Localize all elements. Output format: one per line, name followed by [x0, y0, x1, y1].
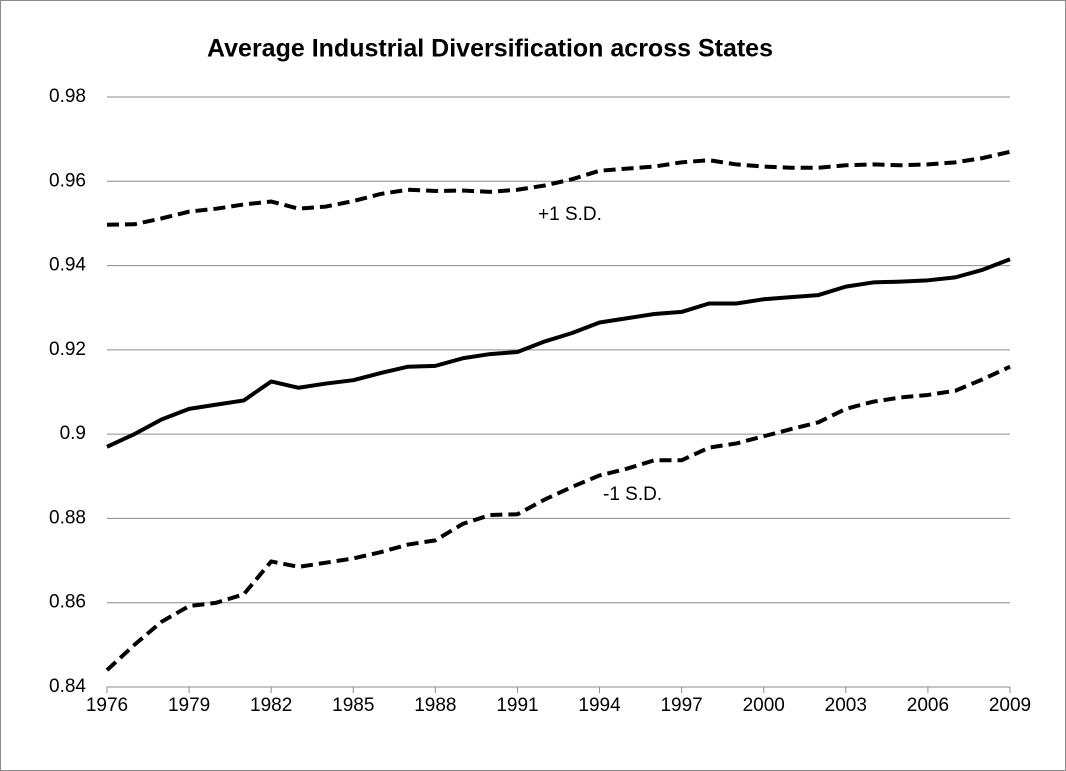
x-tick-label: 1991: [496, 695, 538, 716]
x-tick-label: 1985: [332, 695, 374, 716]
y-tick-label: 0.86: [49, 592, 86, 613]
series-line: [106, 257, 1011, 449]
y-tick-label: 0.9: [60, 423, 86, 444]
x-tick-label: 1997: [660, 695, 702, 716]
x-tick-label: 1988: [414, 695, 456, 716]
y-tick-label: 0.88: [49, 507, 86, 528]
series-line: [106, 149, 1011, 227]
series-label: -1 S.D.: [603, 484, 662, 505]
x-tick-label: 1979: [168, 695, 210, 716]
y-tick-label: 0.96: [49, 170, 86, 191]
x-tick-label: 1994: [578, 695, 621, 716]
series-line: [105, 364, 1011, 672]
x-tick-label: 2006: [907, 695, 949, 716]
y-tick-label: 0.92: [49, 339, 86, 360]
x-tick-label: 2000: [743, 695, 785, 716]
y-tick-label: 0.84: [49, 676, 86, 697]
y-tick-label: 0.94: [49, 255, 86, 276]
x-tick-label: 2003: [825, 695, 867, 716]
chart-title: Average Industrial Diversification acros…: [207, 35, 773, 63]
x-tick-label: 2009: [989, 695, 1031, 716]
y-tick-label: 0.98: [49, 86, 86, 107]
series-label: +1 S.D.: [538, 204, 602, 225]
x-tick-label: 1976: [86, 695, 128, 716]
x-tick-label: 1982: [250, 695, 292, 716]
